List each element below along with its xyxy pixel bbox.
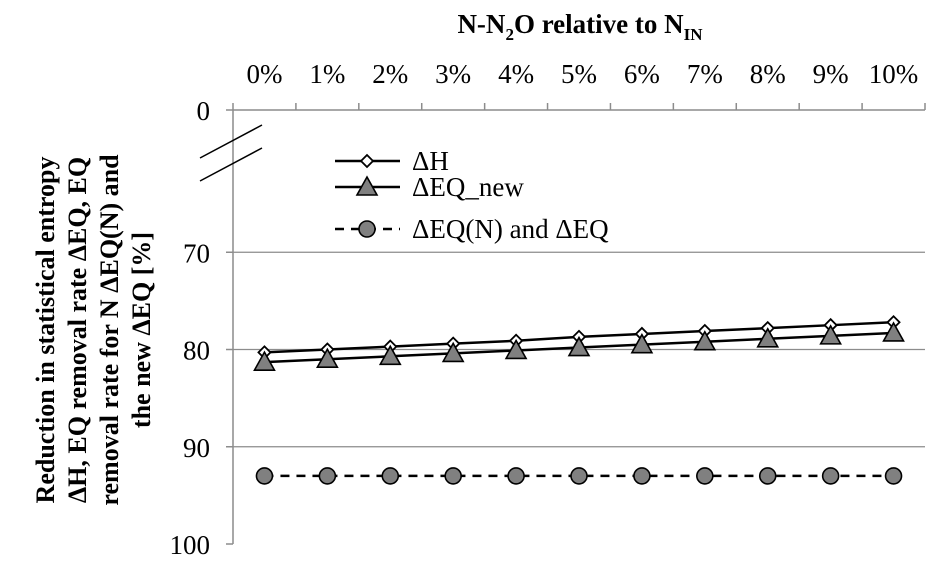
series-2 [253, 321, 905, 371]
x-tick-label: 10% [869, 59, 919, 89]
y-axis-label: Reduction in statistical entropy ΔH, EQ … [31, 154, 156, 506]
series-3 [255, 467, 903, 485]
y-tick-label: 0 [197, 96, 211, 126]
data-point [756, 327, 780, 348]
data-point [696, 467, 714, 485]
x-tick-label: 0% [246, 59, 282, 89]
data-point [633, 467, 651, 485]
legend-marker [359, 153, 375, 169]
legend-label: ΔH [412, 146, 449, 176]
x-tick-label: 3% [435, 59, 471, 89]
data-point [255, 467, 274, 485]
y-label-line-1: Reduction in statistical entropy [31, 157, 60, 504]
data-point [758, 467, 777, 485]
axis-break-mark [199, 147, 263, 182]
title-part-2: O relative to N [514, 9, 684, 39]
y-tick-labels: 0 70 80 90 100 [170, 96, 211, 560]
data-point [318, 467, 337, 485]
legend-label: ΔEQ(N) and ΔEQ [412, 214, 609, 244]
data-point [507, 467, 525, 485]
x-tick-label: 1% [309, 59, 345, 89]
data-point [630, 332, 654, 354]
x-tick-label: 9% [813, 59, 849, 89]
data-point [253, 350, 276, 371]
data-point [444, 467, 462, 485]
title-sub-in: IN [684, 25, 704, 44]
data-point [504, 338, 528, 360]
axes [199, 103, 926, 545]
legend-marker [358, 220, 376, 238]
title-part-1: N-N [457, 9, 505, 39]
data-point [381, 467, 400, 485]
x-tick-label: 2% [372, 59, 408, 89]
y-tick-label: 80 [183, 336, 210, 366]
x-tick-label: 7% [687, 59, 723, 89]
legend-label: ΔEQ_new [412, 172, 524, 202]
data-point [567, 335, 591, 357]
chart-title: N-N2O relative to NIN [457, 9, 703, 44]
y-label-line-4: the new ΔEQ [%] [127, 232, 156, 428]
axis-break-mark [199, 124, 263, 159]
data-point [378, 344, 402, 366]
data-point [693, 330, 717, 351]
x-tick-label: 8% [750, 59, 786, 89]
y-label-line-2: ΔH, EQ removal rate ΔEQ, EQ [63, 157, 92, 503]
x-tick-label: 4% [498, 59, 534, 89]
data-point [316, 347, 339, 369]
data-point [441, 341, 465, 363]
data-point [570, 467, 588, 485]
title-sub-2: 2 [505, 25, 514, 44]
x-tick-label: 5% [561, 59, 597, 89]
data-point [884, 467, 903, 485]
y-tick-label: 90 [183, 433, 210, 463]
series-group [253, 314, 905, 485]
data-point [882, 321, 905, 342]
y-tick-label: 70 [183, 238, 210, 268]
x-tick-labels: 0% 1% 2% 3% 4% 5% 6% 7% 8% 9% 10% [246, 59, 918, 89]
data-point [819, 324, 842, 345]
y-label-line-3: removal rate for N ΔEQ(N) and [95, 154, 124, 506]
legend-marker [355, 175, 379, 196]
y-tick-label: 100 [170, 530, 211, 560]
data-point [821, 467, 840, 485]
x-tick-label: 6% [624, 59, 660, 89]
